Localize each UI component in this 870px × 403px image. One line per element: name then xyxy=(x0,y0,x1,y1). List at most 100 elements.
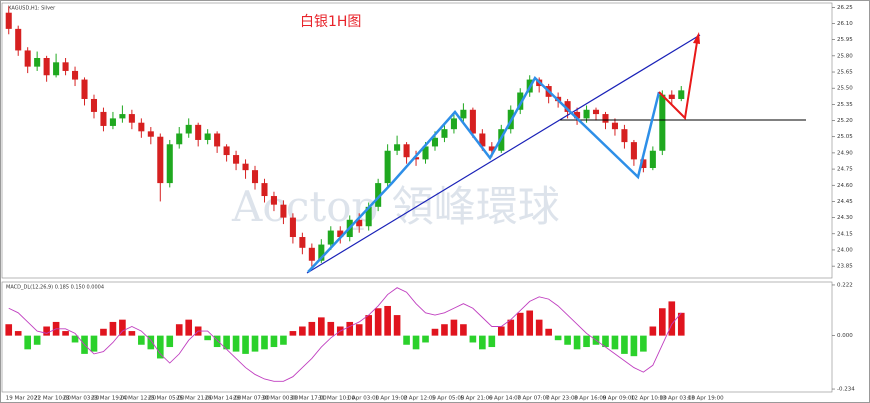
x-tick-label: 24 Mar 12:00 xyxy=(119,396,156,402)
macd-bar xyxy=(166,335,174,348)
x-tick-label: 13 Apr 19:00 xyxy=(688,396,724,402)
y-tick-label: 26.25 xyxy=(837,5,853,11)
x-tick-label: 1 Apr 03:00 xyxy=(347,396,380,402)
candle-body xyxy=(318,244,325,261)
macd-bar xyxy=(147,335,155,350)
macd-bar xyxy=(346,321,354,336)
projection-line xyxy=(658,41,698,121)
x-tick-label: 19 Mar 2021 xyxy=(6,396,41,402)
y-tick-label: 24.60 xyxy=(837,183,853,189)
candle-body xyxy=(659,94,666,151)
candle-body xyxy=(261,183,268,197)
macd-bar xyxy=(308,321,316,336)
macd-bar xyxy=(299,326,306,336)
macd-bar xyxy=(649,326,657,336)
candle-body xyxy=(90,98,98,112)
macd-bar xyxy=(71,335,79,343)
candle-body xyxy=(72,70,79,80)
x-tick-label: 1 Apr 19:00 xyxy=(375,396,408,402)
candle-body xyxy=(413,157,420,160)
x-tick-label: 6 Apr 14:00 xyxy=(489,396,522,402)
candle-body xyxy=(157,136,164,184)
y-tick-label: 25.95 xyxy=(837,37,853,43)
candle-body xyxy=(384,150,391,184)
candle-body xyxy=(195,124,202,140)
y-tick-label: 24.90 xyxy=(837,150,853,156)
candle-body xyxy=(583,109,590,119)
y-tick-label: 24.15 xyxy=(837,231,853,237)
macd-bar xyxy=(33,335,41,345)
macd-bar xyxy=(611,335,619,350)
annotation: 白银1H图 xyxy=(300,14,361,30)
macd-bar xyxy=(355,324,363,336)
macd-bar xyxy=(138,335,145,345)
macd-bar xyxy=(516,312,524,336)
macd-bar xyxy=(204,335,211,341)
macd-bar xyxy=(374,308,382,336)
macd-bar xyxy=(185,319,193,336)
macd-bar xyxy=(469,335,477,343)
x-tick-label: 7 Apr 23:00 xyxy=(546,396,579,402)
macd-bar xyxy=(545,328,552,336)
signal-line xyxy=(8,287,682,382)
symbol-title: XAGUSD,H1: Silver xyxy=(8,6,56,12)
candle-body xyxy=(441,129,448,138)
x-tick-label: 26 Mar 14:00 xyxy=(205,396,242,402)
candle-body xyxy=(308,247,315,261)
x-tick-label: 22 Mar 10:00 xyxy=(34,396,71,402)
candle-body xyxy=(53,62,60,76)
candle-body xyxy=(460,109,467,119)
candle-body xyxy=(574,111,581,119)
macd-bar xyxy=(318,317,325,336)
y-tick-label: 24.00 xyxy=(837,247,853,253)
macd-bar xyxy=(526,310,534,336)
y-tick-label: 24.75 xyxy=(837,167,853,173)
candle-body xyxy=(251,170,259,184)
candle-body xyxy=(668,94,675,99)
y-tick-label: 25.35 xyxy=(837,102,853,108)
x-tick-label: 23 Mar 19:00 xyxy=(91,396,128,402)
x-tick-label: 30 Mar 17:00 xyxy=(290,396,327,402)
macd-bar xyxy=(535,319,543,336)
macd-bar xyxy=(280,335,287,345)
price-panel xyxy=(1,2,833,279)
x-tick-label: 23 Mar 03:00 xyxy=(63,396,100,402)
candle-body xyxy=(5,12,12,29)
x-tick-label: 29 Mar 07:00 xyxy=(233,396,270,402)
macd-bar xyxy=(441,324,448,336)
candle-body xyxy=(119,114,126,119)
candle-body xyxy=(62,62,69,71)
macd-bar xyxy=(640,335,647,352)
macd-bar xyxy=(90,335,98,352)
y-tick-label: -0.234 xyxy=(837,387,855,393)
candle-body xyxy=(517,92,524,110)
x-tick-label: 12 Apr 10:00 xyxy=(631,396,667,402)
y-tick-label: 24.45 xyxy=(837,199,853,205)
macd-bar xyxy=(450,319,458,336)
candle-body xyxy=(356,219,363,227)
macd-bar xyxy=(668,301,676,336)
candle-body xyxy=(128,114,135,123)
macd-bar xyxy=(43,326,50,336)
candle-body xyxy=(602,114,609,123)
y-tick-label: 0.222 xyxy=(837,282,853,288)
candle-body xyxy=(24,50,31,67)
macd-bar xyxy=(14,331,22,336)
macd-bar xyxy=(602,335,609,348)
macd-bar xyxy=(223,335,230,350)
arrow-head xyxy=(693,32,700,44)
macd-bar xyxy=(327,321,335,336)
x-tick-label: 2 Apr 12:00 xyxy=(404,396,437,402)
watermark: Acctop 領峰環球 xyxy=(231,182,560,231)
macd-bar xyxy=(175,324,183,336)
candle-body xyxy=(299,237,306,248)
candle-body xyxy=(176,133,183,145)
macd-bar xyxy=(109,321,117,336)
y-tick-label: 24.30 xyxy=(837,215,853,221)
x-tick-label: 5 Apr 21:00 xyxy=(460,396,493,402)
macd-panel xyxy=(1,281,833,393)
macd-bar xyxy=(100,328,107,336)
candle-body xyxy=(450,118,457,130)
macd-bar xyxy=(431,328,439,336)
